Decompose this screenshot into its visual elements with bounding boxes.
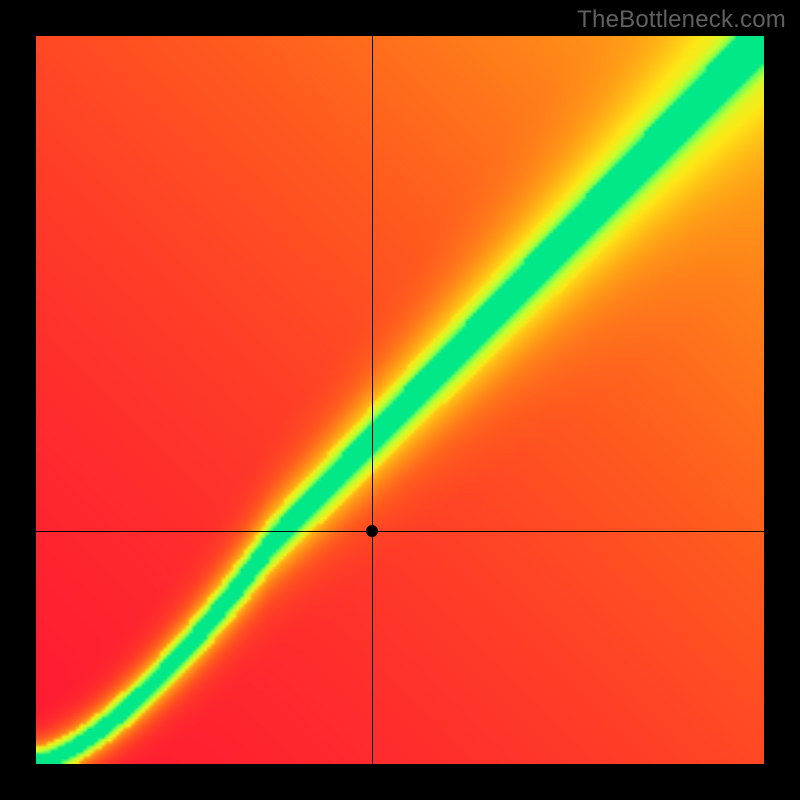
plot-area [36,36,764,764]
crosshair-vertical [372,36,373,764]
chart-container: TheBottleneck.com [0,0,800,800]
crosshair-point [366,525,378,537]
watermark-text: TheBottleneck.com [577,6,786,34]
heatmap-canvas [36,36,764,764]
crosshair-horizontal [36,531,764,532]
